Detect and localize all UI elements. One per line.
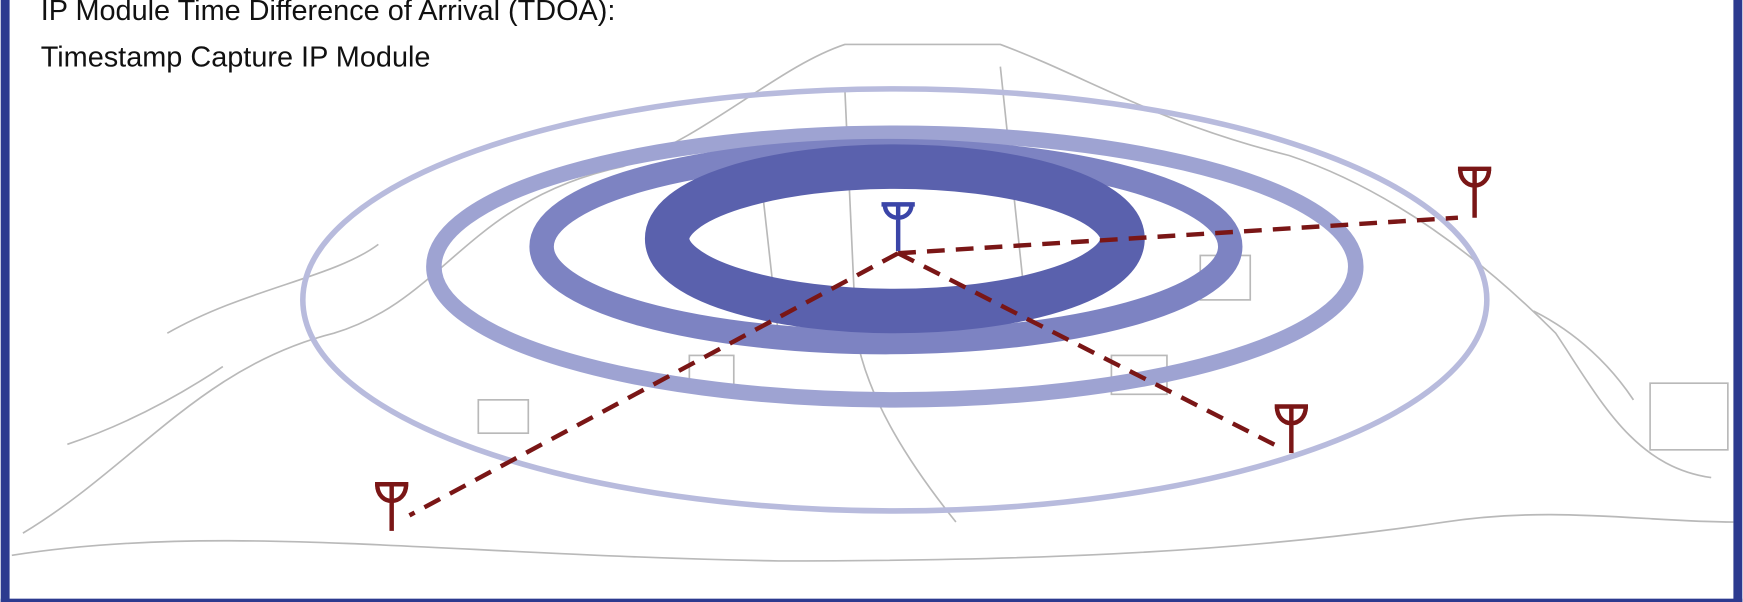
dashed-line — [897, 251, 1280, 449]
tdoa-lines — [408, 215, 1459, 518]
map-lines — [67, 243, 1635, 446]
dashed-line — [408, 251, 900, 518]
antenna-reference — [881, 202, 915, 252]
coastline — [22, 43, 1712, 534]
border-bottom — [0, 598, 1743, 602]
title-line-2: Timestamp Capture IP Module — [41, 42, 431, 74]
ring-3 — [426, 125, 1364, 408]
ring-1 — [644, 144, 1145, 334]
map-block — [477, 399, 530, 435]
antennas — [375, 166, 1492, 531]
shoreline — [11, 513, 1734, 562]
signal-rings — [300, 86, 1490, 514]
ring-4 — [300, 86, 1490, 514]
antenna — [1457, 166, 1492, 218]
antenna — [1274, 404, 1309, 454]
title-line-1: IP Module Time Difference of Arrival (TD… — [41, 0, 616, 27]
border-right — [1733, 0, 1743, 602]
antenna — [375, 482, 409, 531]
border-left — [0, 0, 10, 602]
dashed-line — [898, 215, 1459, 256]
map-block — [1649, 382, 1729, 451]
